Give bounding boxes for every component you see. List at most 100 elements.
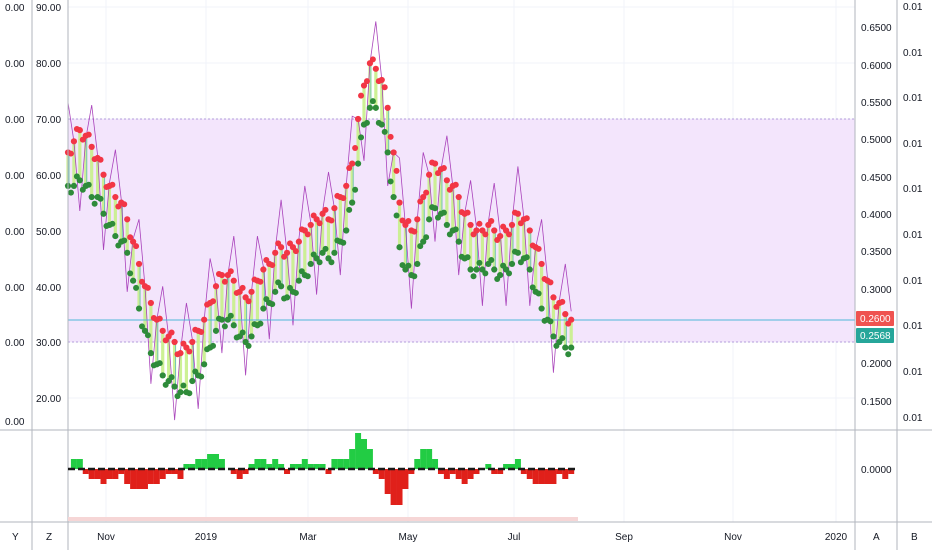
- red-dot: [109, 181, 116, 188]
- red-dot: [423, 189, 430, 196]
- scale-button-right-far[interactable]: B: [911, 532, 918, 543]
- histogram-bar: [260, 459, 267, 469]
- histogram-bar: [514, 459, 521, 469]
- candle-body: [113, 199, 117, 235]
- green-dot: [414, 260, 421, 268]
- histogram-bar: [153, 469, 160, 484]
- green-dot: [331, 249, 338, 256]
- green-dot: [272, 288, 279, 295]
- time-axis-label: Nov: [724, 532, 742, 543]
- green-dot: [76, 177, 83, 184]
- green-dot: [156, 360, 163, 367]
- time-axis[interactable]: Nov 2019 Mar May Jul Sep Nov 2020: [97, 532, 847, 543]
- red-dot: [508, 221, 516, 229]
- candle-body: [498, 238, 502, 274]
- candle-body: [528, 232, 532, 268]
- candle-body: [84, 137, 88, 184]
- red-dot: [135, 260, 143, 268]
- red-dot: [133, 243, 140, 250]
- scale-button-left[interactable]: Z: [46, 532, 52, 543]
- candle-body: [297, 243, 301, 279]
- green-dot: [559, 335, 566, 342]
- candle-body: [320, 215, 325, 251]
- candle-body: [149, 304, 153, 352]
- histogram-bar: [301, 459, 308, 469]
- candle-body: [374, 70, 378, 106]
- candle-body: [131, 243, 135, 279]
- histogram-bar: [538, 469, 545, 484]
- red-dot: [396, 199, 403, 206]
- red-dot: [443, 177, 450, 184]
- green-dot: [346, 206, 353, 213]
- right-axis-far-label: 0.01: [903, 276, 923, 287]
- red-dot: [67, 150, 74, 157]
- green-dot: [476, 259, 483, 266]
- red-dot: [547, 279, 554, 286]
- green-dot: [417, 243, 424, 250]
- red-dot: [340, 195, 347, 202]
- red-dot: [491, 227, 498, 234]
- histogram-bar: [147, 469, 154, 484]
- candle-body: [569, 321, 573, 346]
- histogram-bar: [485, 464, 492, 469]
- green-dot: [523, 254, 530, 261]
- candle-body: [226, 277, 230, 318]
- histogram-bar: [130, 469, 137, 489]
- red-dot: [159, 327, 166, 334]
- histogram-bar: [195, 459, 202, 469]
- red-dot: [349, 160, 356, 167]
- green-dot: [88, 193, 95, 201]
- histogram-bar: [432, 459, 439, 469]
- histogram-bar: [378, 469, 385, 479]
- left-axis-far-label: 0.00: [5, 171, 25, 182]
- green-dot: [378, 121, 385, 128]
- green-dot: [508, 260, 516, 268]
- green-dot: [135, 305, 143, 312]
- band-background: [68, 119, 855, 342]
- scale-button-right[interactable]: A: [873, 532, 880, 543]
- green-dot: [443, 221, 450, 229]
- candle-body: [386, 109, 390, 151]
- green-dot: [171, 383, 178, 390]
- green-dot: [97, 195, 104, 202]
- red-dot: [387, 133, 394, 140]
- histogram-bar: [266, 464, 273, 469]
- histogram-bar: [248, 464, 255, 469]
- red-dot: [121, 201, 128, 208]
- scale-button-left-far[interactable]: Y: [12, 532, 19, 543]
- red-dot: [455, 193, 462, 201]
- histogram-bar: [100, 469, 107, 484]
- candle-body: [155, 321, 159, 363]
- left-axis-far-label: 0.00: [5, 59, 25, 70]
- candle-body: [309, 226, 313, 262]
- time-axis-label: Sep: [615, 532, 633, 543]
- histogram-bar: [568, 469, 575, 474]
- right-axis-far: 0.01 0.01 0.01 0.01 0.01 0.01 0.01 0.01 0.01 0.01: [903, 2, 923, 424]
- left-axis-label: 60.00: [36, 171, 61, 182]
- oscillator-histogram: [70, 433, 575, 505]
- candle-body: [451, 187, 455, 229]
- histogram-bar: [420, 449, 427, 469]
- histogram-bar: [124, 469, 131, 484]
- histogram-bar: [136, 469, 143, 489]
- left-axis-label: 30.00: [36, 338, 61, 349]
- histogram-bar: [384, 469, 391, 494]
- histogram-bar: [159, 469, 166, 479]
- histogram-bar: [361, 439, 367, 469]
- candle-body: [516, 215, 520, 251]
- candle-body: [315, 221, 319, 257]
- green-dot: [210, 342, 217, 349]
- left-axis-label: 80.00: [36, 59, 61, 70]
- green-dot: [431, 205, 439, 212]
- green-dot: [426, 216, 433, 223]
- candle-body: [510, 226, 514, 262]
- red-dot: [390, 149, 397, 156]
- red-dot: [144, 284, 151, 291]
- green-dot: [269, 301, 276, 308]
- green-dot: [535, 290, 542, 297]
- candle-body: [267, 265, 271, 301]
- green-dot: [396, 244, 403, 251]
- right-axis-far-label: 0.01: [903, 48, 923, 59]
- red-dot: [559, 298, 566, 305]
